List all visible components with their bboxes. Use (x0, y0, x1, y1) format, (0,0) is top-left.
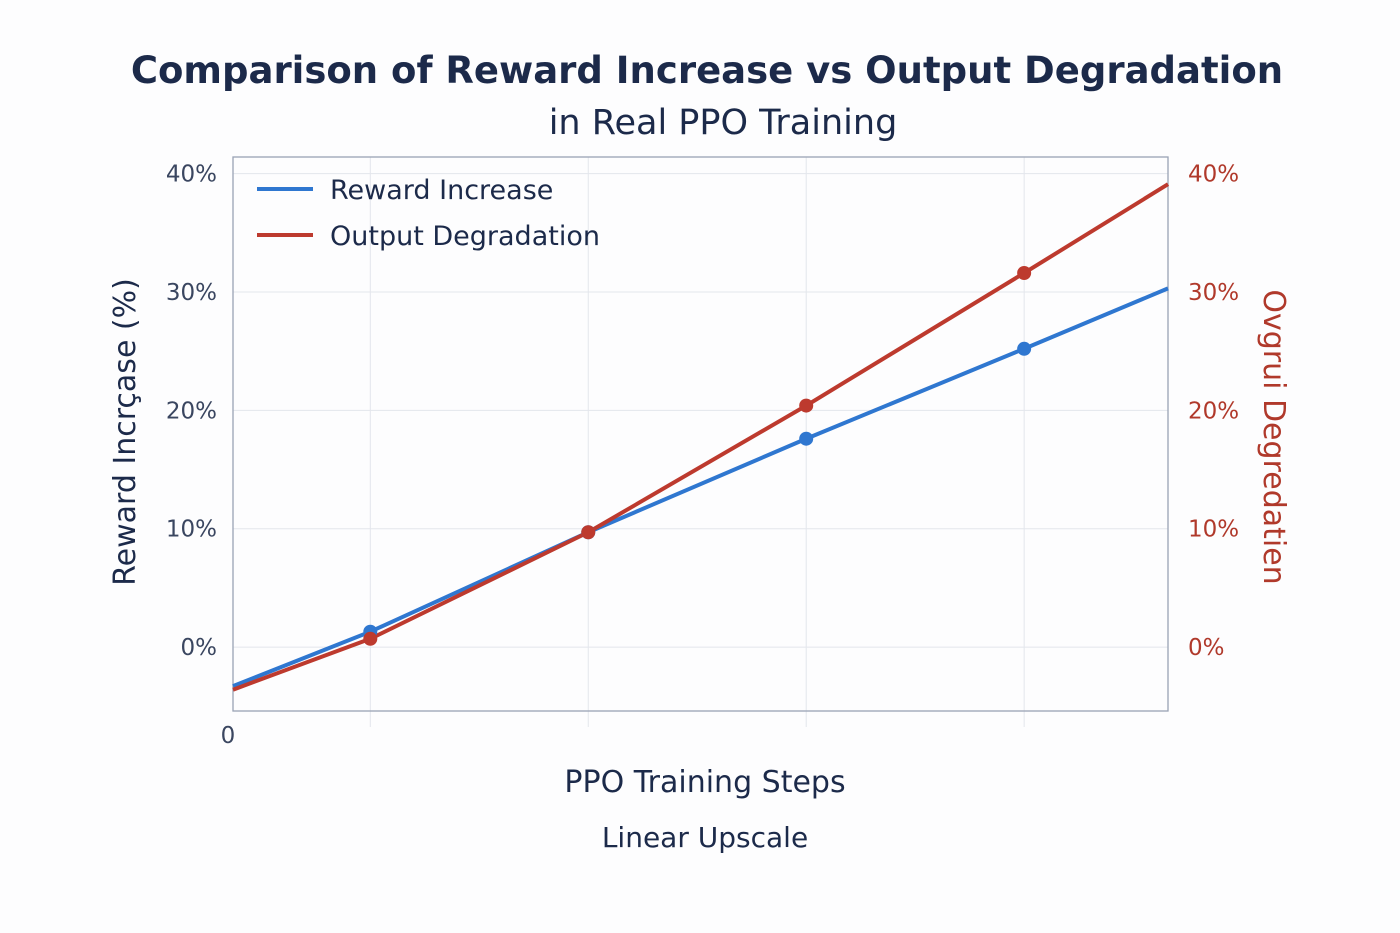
data-point-degradation (1017, 266, 1032, 281)
x-axis-label: PPO Training Steps (564, 765, 845, 800)
legend-label-reward: Reward Increase (330, 175, 553, 206)
y-tick-label-left: 0% (181, 635, 218, 661)
plot-area (232, 156, 1169, 712)
data-point-degradation (799, 398, 814, 413)
y-tick-label-right: 20% (1188, 398, 1239, 424)
data-point-degradation (363, 631, 378, 646)
y-tick-label-left: 20% (166, 398, 217, 424)
y-tick-label-left: 30% (166, 280, 217, 306)
y-axis-label-left: Reward Incrçase (%) (108, 278, 143, 586)
data-point-reward (799, 431, 814, 446)
grid (233, 157, 1168, 727)
y-tick-label-right: 0% (1188, 635, 1225, 661)
y-tick-label-right: 10% (1188, 517, 1239, 543)
x-tick-label: 0 (221, 723, 236, 749)
y-tick-label-right: 40% (1188, 162, 1239, 188)
legend-label-degradation: Output Degradation (330, 221, 600, 252)
data-point-reward (1017, 341, 1032, 356)
y-tick-label-right: 30% (1188, 280, 1239, 306)
legend: Reward Increase Output Degradation (257, 175, 600, 252)
chart-subtitle: in Real PPO Training (549, 103, 898, 143)
y-tick-label-left: 10% (166, 517, 217, 543)
chart-title: Comparison of Reward Increase vs Output … (131, 49, 1283, 92)
y-tick-label-left: 40% (166, 162, 217, 188)
y-axis-label-right: Ovgrui Degredatien (1256, 289, 1291, 584)
series-line-reward (232, 286, 1169, 689)
series-line-degradation (232, 182, 1170, 692)
x-axis-sublabel: Linear Upscale (602, 821, 808, 854)
data-point-degradation (581, 525, 596, 540)
